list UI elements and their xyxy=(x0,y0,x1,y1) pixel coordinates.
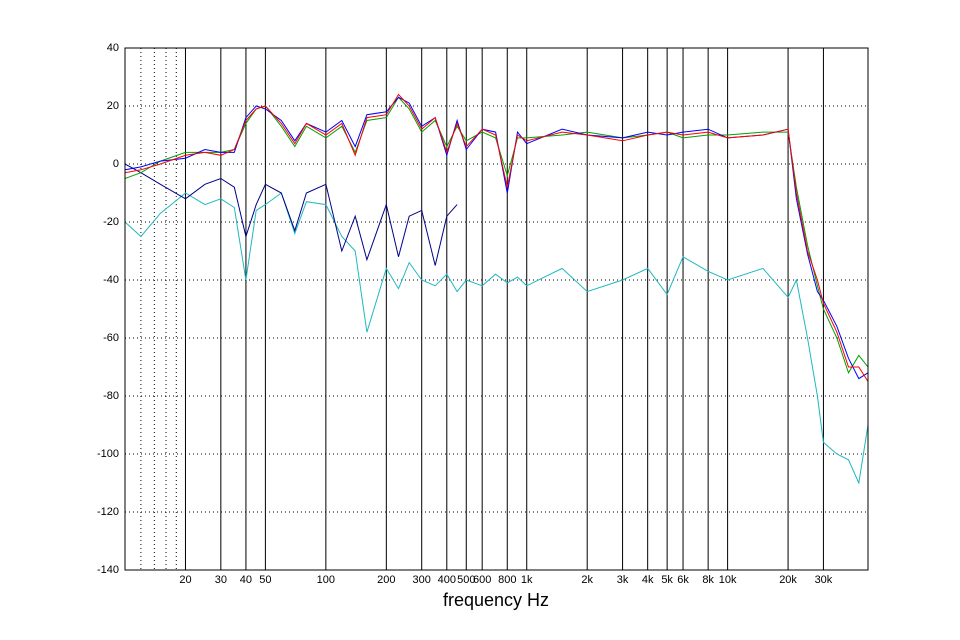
x-tick-label: 300 xyxy=(413,574,431,586)
y-tick-label: -60 xyxy=(103,332,119,344)
x-axis-label: frequency Hz xyxy=(443,590,549,610)
x-tick-label: 8k xyxy=(702,574,714,586)
x-tick-label: 6k xyxy=(677,574,689,586)
plot-frame xyxy=(124,47,869,571)
y-tick-label: -140 xyxy=(97,564,119,576)
x-tick-label: 40 xyxy=(240,574,252,586)
x-tick-label: 400 xyxy=(438,574,456,586)
x-tick-label: 5k xyxy=(661,574,673,586)
series-line xyxy=(124,192,869,485)
y-tick-label: -40 xyxy=(103,274,119,286)
y-tick-label: 20 xyxy=(107,100,119,112)
x-tick-label: 2k xyxy=(581,574,593,586)
x-tick-label: 1k xyxy=(521,574,533,586)
y-tick-label: -120 xyxy=(97,506,119,518)
x-tick-label: 500 xyxy=(457,574,475,586)
series-line xyxy=(124,93,869,382)
x-tick-label: 20k xyxy=(779,574,797,586)
x-tick-label: 30 xyxy=(215,574,227,586)
y-tick-label: -80 xyxy=(103,390,119,402)
x-tick-label: 30k xyxy=(815,574,833,586)
x-tick-label: 4k xyxy=(642,574,654,586)
x-tick-label: 800 xyxy=(498,574,516,586)
x-tick-label: 200 xyxy=(377,574,395,586)
series-line xyxy=(124,163,458,266)
y-tick-label: -100 xyxy=(97,448,119,460)
x-tick-label: 10k xyxy=(719,574,737,586)
x-tick-label: 50 xyxy=(259,574,271,586)
y-tick-label: 40 xyxy=(107,42,119,54)
y-tick-label: 0 xyxy=(113,158,119,170)
x-tick-label: 20 xyxy=(179,574,191,586)
x-tick-label: 3k xyxy=(617,574,629,586)
x-tick-label: 600 xyxy=(473,574,491,586)
x-tick-label: 100 xyxy=(317,574,335,586)
y-tick-label: -20 xyxy=(103,216,119,228)
